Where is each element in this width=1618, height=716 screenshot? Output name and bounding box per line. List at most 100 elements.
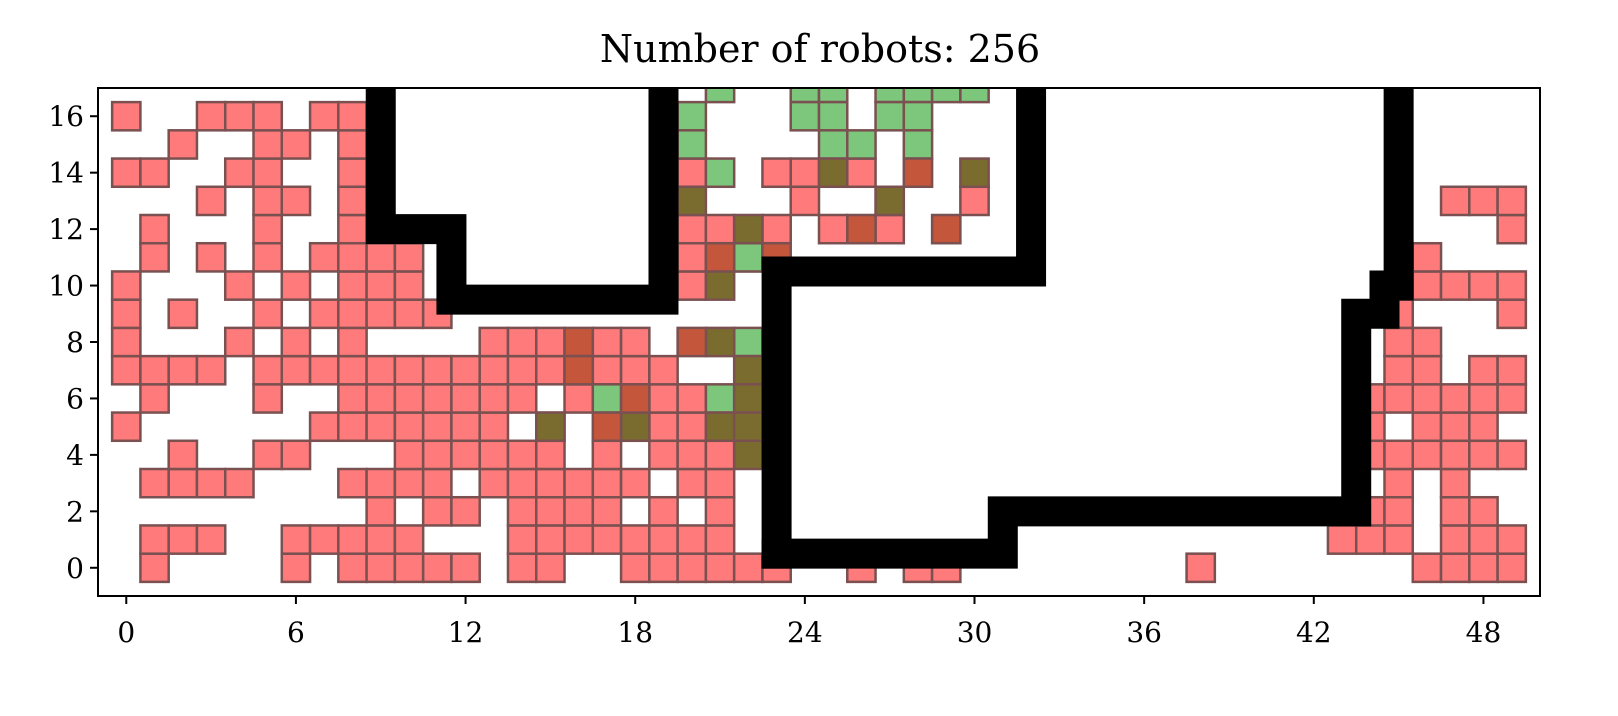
robot-cell xyxy=(676,213,708,245)
robot-cell xyxy=(393,524,425,555)
robot-cell xyxy=(365,241,397,273)
robot-cell xyxy=(478,439,510,471)
robot-cell xyxy=(393,270,425,301)
robot-cell xyxy=(535,467,566,499)
robot-cell xyxy=(478,467,510,499)
robot-cell xyxy=(704,524,736,555)
robot-cell xyxy=(252,100,284,132)
robot-on-goal-cell xyxy=(704,270,736,301)
robot-on-goal-cell xyxy=(704,411,736,443)
robot-cell xyxy=(648,439,679,471)
robot-cell xyxy=(393,241,425,273)
robot-cell xyxy=(789,185,821,217)
robot-cell xyxy=(337,467,368,499)
robot-cell xyxy=(1468,354,1499,386)
robot-cell xyxy=(167,467,199,499)
robot-cell xyxy=(252,241,284,273)
robot-cell xyxy=(280,354,312,386)
robot-cell xyxy=(393,354,425,386)
overlap-cell xyxy=(930,213,962,245)
robot-cell xyxy=(1439,552,1471,584)
x-tick-label: 36 xyxy=(1126,616,1162,649)
robot-cell xyxy=(139,467,170,499)
robot-cell xyxy=(421,411,453,443)
robot-cell xyxy=(110,354,142,386)
robot-cell xyxy=(1411,383,1443,414)
robot-cell xyxy=(1383,467,1415,499)
robot-cell xyxy=(393,552,425,584)
robot-cell xyxy=(676,270,708,301)
robot-cell xyxy=(450,439,481,471)
robot-cell xyxy=(280,129,312,160)
goal-cell xyxy=(846,129,877,160)
robot-cell xyxy=(450,552,481,584)
goal-cell xyxy=(676,129,708,160)
robot-cell xyxy=(1354,524,1386,555)
robot-cell xyxy=(365,552,397,584)
robot-cell xyxy=(421,552,453,584)
robot-cell xyxy=(1496,524,1528,555)
robot-cell xyxy=(1496,213,1528,245)
y-tick-label: 14 xyxy=(48,157,84,190)
robot-cell xyxy=(280,185,312,217)
goal-cell xyxy=(732,241,764,273)
robot-on-goal-cell xyxy=(535,411,566,443)
robot-cell xyxy=(365,270,397,301)
robot-cell xyxy=(1411,552,1443,584)
robot-cell xyxy=(195,354,227,386)
robot-cell xyxy=(308,354,340,386)
robot-cell xyxy=(704,552,736,584)
robot-cell xyxy=(167,298,199,330)
robot-cell xyxy=(591,524,623,555)
robot-cell xyxy=(280,270,312,301)
robot-cell xyxy=(619,354,651,386)
robot-cell xyxy=(535,495,566,527)
robot-cell xyxy=(563,383,595,414)
y-tick-label: 6 xyxy=(66,382,84,415)
robot-cell xyxy=(1496,298,1528,330)
robot-cell xyxy=(139,354,170,386)
y-tick-label: 4 xyxy=(66,439,84,472)
robot-cell xyxy=(308,241,340,273)
robot-on-goal-cell xyxy=(732,383,764,414)
chart-title: Number of robots: 256 xyxy=(600,27,1040,71)
robot-cell xyxy=(817,213,849,245)
robot-cell xyxy=(252,213,284,245)
robot-on-goal-cell xyxy=(676,185,708,217)
robot-cell xyxy=(308,411,340,443)
robot-cell xyxy=(506,495,538,527)
robot-cell xyxy=(1411,270,1443,301)
robot-cell xyxy=(393,439,425,471)
robot-cell xyxy=(535,326,566,358)
robot-cell xyxy=(1439,383,1471,414)
wall xyxy=(365,88,679,315)
robot-cell xyxy=(1439,411,1471,443)
x-axis: 0 6 12 18 24 30 36 42 48 xyxy=(117,596,1501,649)
robot-cell xyxy=(648,552,679,584)
robot-cell xyxy=(195,185,227,217)
y-tick-label: 0 xyxy=(66,552,84,585)
overlap-cell xyxy=(563,326,595,358)
robot-cell xyxy=(506,383,538,414)
overlap-cell xyxy=(619,383,651,414)
robot-cell xyxy=(648,383,679,414)
robot-on-goal-cell xyxy=(959,157,990,189)
robot-cell xyxy=(421,467,453,499)
robot-cell xyxy=(421,439,453,471)
robot-cell xyxy=(648,354,679,386)
robot-cell xyxy=(704,439,736,471)
robot-cell xyxy=(535,552,566,584)
robot-cell xyxy=(195,524,227,555)
robot-cell xyxy=(252,383,284,414)
robot-cell xyxy=(563,495,595,527)
robot-cell xyxy=(591,495,623,527)
overlap-cell xyxy=(704,241,736,273)
goal-cell xyxy=(732,326,764,358)
robot-cell xyxy=(1496,383,1528,414)
robot-cell xyxy=(704,213,736,245)
robot-cell xyxy=(591,326,623,358)
robot-on-goal-cell xyxy=(732,213,764,245)
y-tick-label: 8 xyxy=(66,326,84,359)
robot-cell xyxy=(139,524,170,555)
